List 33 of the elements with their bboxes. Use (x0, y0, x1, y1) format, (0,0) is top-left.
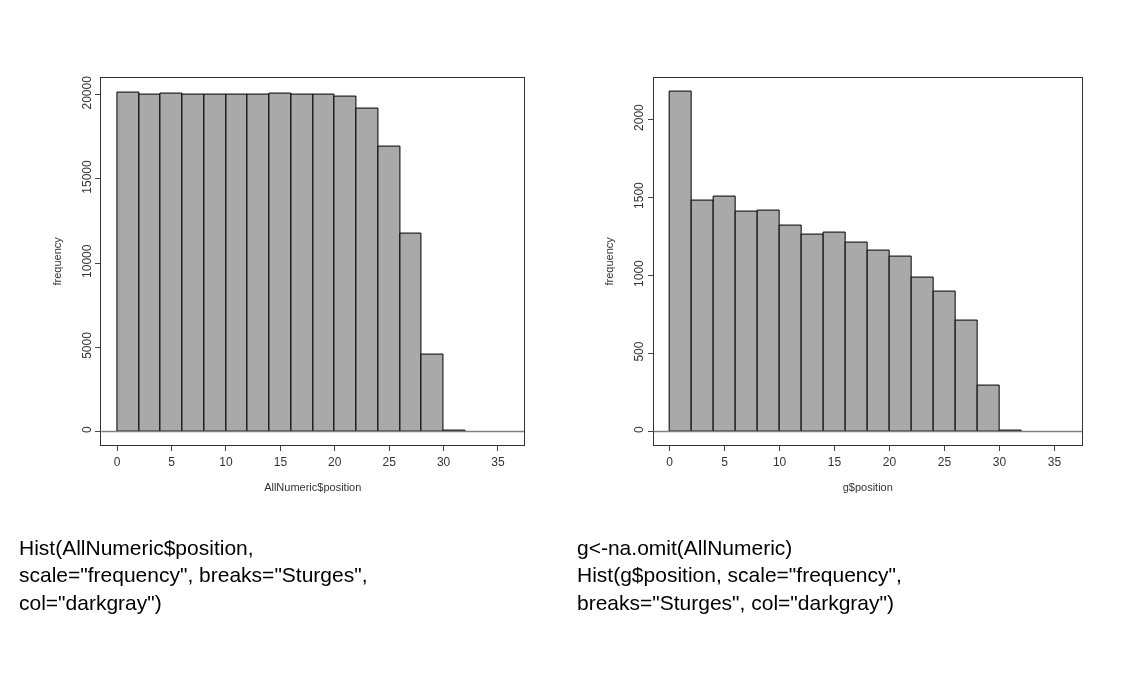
x-tick-label: 25 (382, 454, 397, 469)
x-tick-label: 5 (168, 454, 176, 469)
text: Hist(AllNumeric$position, scale="frequency", breaks="Sturges", col="darkgray") (19, 536, 368, 614)
y-tick-label: 500 (631, 341, 646, 362)
y-axis-title: frequency (603, 236, 616, 286)
x-tick-label: 0 (113, 454, 121, 469)
y-tick-label: 15000 (79, 160, 94, 194)
x-tick-label: 5 (721, 454, 729, 469)
text: Hist(g$position, scale="frequency", breaks="Sturges", col="darkgray") (577, 563, 902, 614)
x-tick-label: 15 (273, 454, 288, 469)
y-tick-label: 10000 (79, 244, 94, 278)
y-tick-label: 20000 (79, 75, 94, 110)
x-tick-label: 0 (666, 454, 674, 469)
y-tick-label: 0 (79, 426, 94, 434)
x-tick-label: 35 (491, 454, 505, 469)
x-tick-label: 20 (328, 454, 342, 469)
y-tick-label: 0 (631, 425, 646, 433)
y-tick-label: 5000 (79, 331, 94, 359)
x-tick-label: 20 (882, 454, 897, 469)
text: g<-na.omit(AllNumeric) (577, 536, 793, 559)
x-axis-title: AllNumeric$position (264, 480, 362, 493)
x-tick-label: 25 (937, 454, 952, 469)
x-tick-label: 30 (992, 454, 1007, 469)
x-tick-label: 10 (219, 454, 233, 469)
x-tick-label: 10 (772, 454, 787, 469)
y-tick-label: 1500 (631, 181, 646, 209)
y-axis-title: frequency (51, 236, 64, 286)
x-tick-label: 30 (436, 454, 451, 469)
y-tick-label: 2000 (631, 103, 646, 131)
x-tick-label: 15 (827, 454, 842, 469)
x-axis-title: g$position (842, 480, 893, 493)
y-tick-label: 1000 (631, 259, 646, 287)
x-tick-label: 35 (1047, 454, 1062, 469)
